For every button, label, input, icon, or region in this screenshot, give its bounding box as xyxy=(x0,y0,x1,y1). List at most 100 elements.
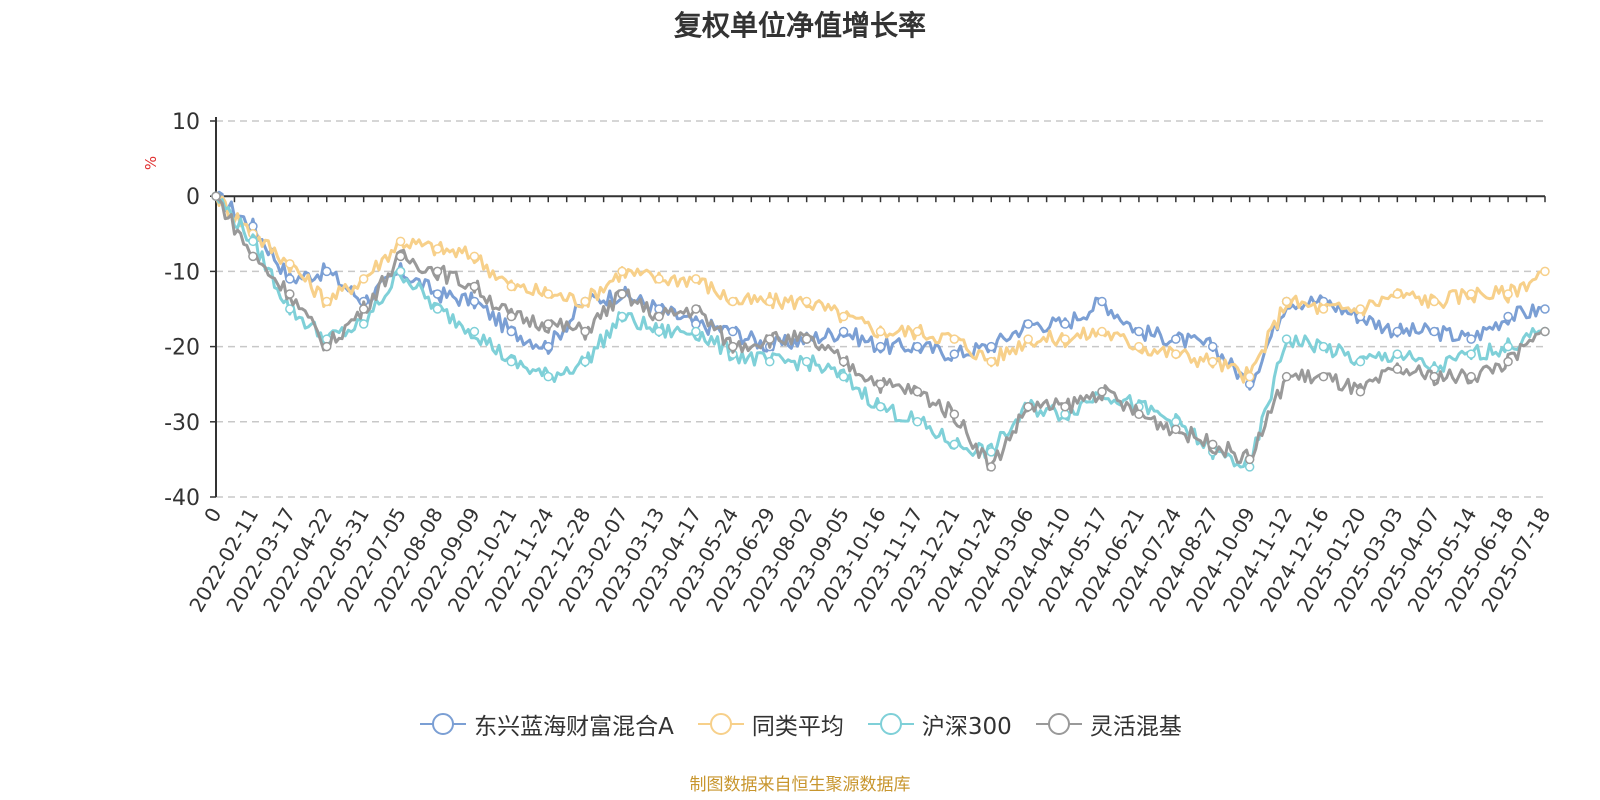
data-point xyxy=(1060,402,1070,412)
data-point xyxy=(1355,304,1366,314)
data-point xyxy=(1503,341,1513,352)
data-point xyxy=(1171,424,1181,435)
chart-title: 复权单位净值增长率 xyxy=(673,9,926,42)
data-point xyxy=(1208,356,1218,367)
y-tick-label: 10 xyxy=(172,110,200,135)
data-point xyxy=(912,341,923,352)
data-point xyxy=(322,266,332,277)
legend-item-1[interactable]: 同类平均 xyxy=(696,707,844,741)
data-point xyxy=(1023,319,1033,329)
data-point xyxy=(1318,341,1329,352)
y-tick-label: 0 xyxy=(186,185,200,210)
data-point xyxy=(838,326,849,337)
data-point xyxy=(1466,349,1476,359)
data-point xyxy=(1540,266,1550,277)
data-point xyxy=(838,371,849,382)
data-point xyxy=(322,341,332,352)
data-point xyxy=(1503,311,1513,322)
data-point xyxy=(986,341,996,352)
data-point xyxy=(912,386,923,397)
data-point xyxy=(691,326,701,337)
data-point xyxy=(875,341,886,352)
y-tick-label: -20 xyxy=(164,336,200,361)
data-point xyxy=(1171,349,1181,359)
data-point xyxy=(432,266,443,277)
data-point xyxy=(1060,334,1070,344)
data-point xyxy=(801,356,812,367)
data-point xyxy=(543,371,553,382)
data-point xyxy=(838,356,849,367)
data-point xyxy=(580,326,590,337)
y-tick-label: -30 xyxy=(164,411,200,436)
data-point xyxy=(1503,289,1513,299)
data-point xyxy=(1355,386,1366,397)
data-point xyxy=(912,326,923,337)
data-point xyxy=(765,334,775,344)
data-point xyxy=(285,304,295,314)
data-point xyxy=(838,311,849,322)
data-point xyxy=(506,281,517,292)
data-point xyxy=(1281,334,1292,344)
data-point xyxy=(211,191,221,201)
data-point xyxy=(543,319,553,329)
data-point xyxy=(358,274,369,284)
data-point xyxy=(580,356,590,367)
data-point xyxy=(1466,334,1476,344)
data-point xyxy=(1466,371,1476,382)
y-tick-label: -40 xyxy=(164,486,200,511)
data-point xyxy=(543,289,553,299)
legend-item-0[interactable]: 东兴蓝海财富混合A xyxy=(418,707,674,741)
data-point xyxy=(469,281,480,292)
series-1 xyxy=(211,191,1550,384)
line-chart: % 100-10-20-30-4002022-02-112022-03-1720… xyxy=(142,110,1555,616)
data-point xyxy=(1060,319,1070,329)
legend-item-3[interactable]: 灵活混基 xyxy=(1034,707,1182,741)
data-point xyxy=(765,356,775,367)
data-point xyxy=(875,402,886,412)
data-point xyxy=(1097,296,1107,307)
data-point xyxy=(1023,402,1033,412)
data-point xyxy=(617,311,627,322)
legend-marker-icon xyxy=(867,713,914,735)
legend-label: 同类平均 xyxy=(751,714,844,740)
source-note: 制图数据来自恒生聚源数据库 xyxy=(689,775,911,795)
data-point xyxy=(543,341,553,352)
data-point xyxy=(1208,341,1218,352)
data-point xyxy=(1244,371,1255,382)
data-point xyxy=(322,296,332,307)
data-point xyxy=(248,236,258,247)
data-point xyxy=(728,296,738,307)
data-point xyxy=(1392,289,1403,299)
series-lines xyxy=(211,190,1550,472)
data-point xyxy=(395,236,406,247)
data-point xyxy=(248,251,258,262)
data-point xyxy=(1503,356,1513,367)
data-point xyxy=(506,326,517,337)
data-point xyxy=(728,326,738,337)
data-point xyxy=(285,289,295,299)
data-point xyxy=(949,439,960,450)
data-point xyxy=(469,296,480,307)
data-point xyxy=(949,349,960,359)
legend-item-2[interactable]: 沪深300 xyxy=(866,707,1012,741)
series-0 xyxy=(211,190,1550,391)
data-point xyxy=(765,296,775,307)
data-point xyxy=(654,311,664,322)
data-point xyxy=(617,266,627,277)
data-point xyxy=(912,417,923,427)
data-point xyxy=(1355,356,1366,367)
data-point xyxy=(1134,409,1144,420)
series-line xyxy=(214,190,1546,391)
legend-marker-icon xyxy=(697,713,744,735)
data-point xyxy=(1134,341,1144,352)
data-point xyxy=(1429,371,1439,382)
data-point xyxy=(986,462,996,472)
y-tick-label: -10 xyxy=(164,260,200,285)
data-point xyxy=(358,319,369,329)
legend-marker-icon xyxy=(1035,713,1082,735)
legend: 东兴蓝海财富混合A 同类平均 沪深300 灵活混基 xyxy=(0,706,1600,742)
data-point xyxy=(1429,296,1439,307)
data-point xyxy=(617,289,627,299)
data-point xyxy=(1134,326,1144,337)
data-point xyxy=(1097,326,1107,337)
